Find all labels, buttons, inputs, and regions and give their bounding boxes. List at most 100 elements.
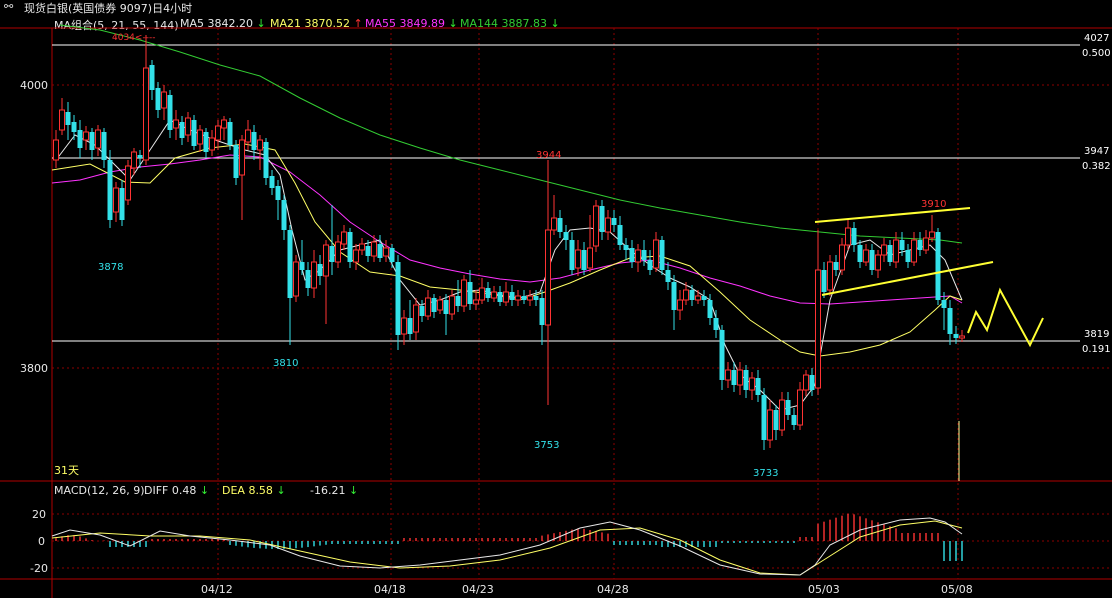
candle-body: [233, 145, 239, 178]
ma21-legend: MA21 3870.52 ↑: [270, 17, 363, 30]
fib-price-3947: 3947: [1084, 146, 1109, 157]
candle-body: [365, 246, 371, 256]
ma5-line: [55, 119, 963, 411]
annot-3878: 3878: [98, 262, 123, 273]
candle-body: [125, 165, 131, 201]
candle-body: [515, 295, 521, 301]
candle-body: [527, 295, 533, 301]
candle-body: [323, 244, 329, 277]
candle-body: [731, 370, 737, 385]
candle-body: [419, 306, 425, 316]
candle-body: [563, 232, 569, 240]
candle-body: [71, 122, 77, 132]
candle-body: [257, 139, 263, 151]
candle-body: [665, 270, 671, 282]
candle-body: [341, 231, 347, 245]
ma55-line: [51, 154, 963, 305]
candle-body: [131, 151, 137, 169]
date-tick-0423: 04/23: [462, 583, 494, 596]
ma144-line: [59, 24, 963, 244]
candle-body: [497, 292, 503, 302]
candle-body: [203, 132, 209, 152]
candle-body: [725, 369, 731, 381]
candle-body: [707, 300, 713, 318]
candle-body: [893, 239, 899, 263]
candle-body: [797, 389, 803, 426]
candle-body: [413, 304, 419, 333]
ma55-legend: MA55 3849.89 ↓: [365, 17, 458, 30]
candle-body: [137, 155, 143, 158]
candle-body: [347, 232, 353, 262]
candle-body: [929, 231, 935, 239]
candle-body: [887, 245, 893, 262]
candle-body: [503, 291, 509, 303]
candle-body: [311, 261, 317, 289]
candle-body: [623, 245, 629, 250]
candle-body: [275, 186, 281, 200]
candle-body: [389, 248, 395, 262]
candle-body: [383, 247, 389, 257]
link-icon[interactable]: ⚯: [4, 0, 14, 13]
candle-body: [167, 95, 173, 130]
candle-body: [533, 296, 539, 300]
fib-ratio-0382: 0.382: [1082, 161, 1111, 172]
candle-body: [857, 245, 863, 262]
candle-body: [575, 249, 581, 269]
candle-body: [371, 241, 377, 257]
candle-body: [95, 129, 101, 149]
macd-value-legend: -16.21 ↓: [310, 484, 359, 497]
candle-body: [947, 308, 953, 334]
candle-body: [197, 129, 203, 145]
date-tick-0508: 05/08: [941, 583, 973, 596]
fib-ratio-0500: 0.500: [1082, 48, 1111, 59]
candle-body: [791, 415, 797, 425]
candle-body: [905, 250, 911, 262]
candle-body: [77, 130, 83, 148]
candle-body: [935, 232, 941, 300]
candle-body: [593, 205, 599, 247]
candle-body: [359, 243, 365, 251]
fib-price-3819: 3819: [1084, 329, 1109, 340]
macd-tick-20: 20: [32, 508, 46, 521]
candle-body: [809, 375, 815, 390]
candle-body: [287, 230, 293, 298]
candle-body: [737, 369, 743, 386]
candle-body: [431, 298, 437, 312]
candle-body: [701, 296, 707, 300]
date-tick-0418: 04/18: [374, 583, 406, 596]
annot-3944: 3944: [536, 150, 561, 161]
candle-body: [251, 132, 257, 150]
candle-body: [689, 290, 695, 300]
candle-body: [89, 132, 95, 150]
candle-body: [779, 399, 785, 431]
candle-body: [611, 218, 617, 225]
candle-body: [59, 109, 65, 131]
candle-body: [617, 225, 623, 245]
candle-body: [755, 378, 761, 395]
candle-body: [923, 237, 929, 251]
candle-body: [263, 142, 269, 178]
candle-body: [683, 289, 689, 301]
candle-body: [713, 318, 719, 330]
ma-legend-group[interactable]: MA组合(5, 21, 55, 144): [54, 19, 179, 32]
candle-body: [581, 250, 587, 270]
candle-body: [629, 248, 635, 262]
candle-body: [101, 132, 107, 160]
candle-body: [227, 122, 233, 145]
candle-body: [863, 249, 869, 263]
candle-body: [107, 160, 113, 220]
macd-title[interactable]: MACD(12, 26, 9): [54, 484, 145, 497]
date-tick-0428: 04/28: [597, 583, 629, 596]
candle-body: [377, 244, 383, 258]
candle-body: [221, 119, 227, 129]
ma5-legend: MA5 3842.20 ↓: [180, 17, 266, 30]
candle-body: [881, 244, 887, 256]
candle-body: [773, 410, 779, 430]
y-tick-3800: 3800: [20, 362, 48, 375]
candle-body: [269, 176, 275, 188]
candle-body: [401, 317, 407, 335]
upper-trendline: [814, 207, 971, 223]
candle-body: [917, 240, 923, 250]
candle-body: [293, 261, 299, 297]
